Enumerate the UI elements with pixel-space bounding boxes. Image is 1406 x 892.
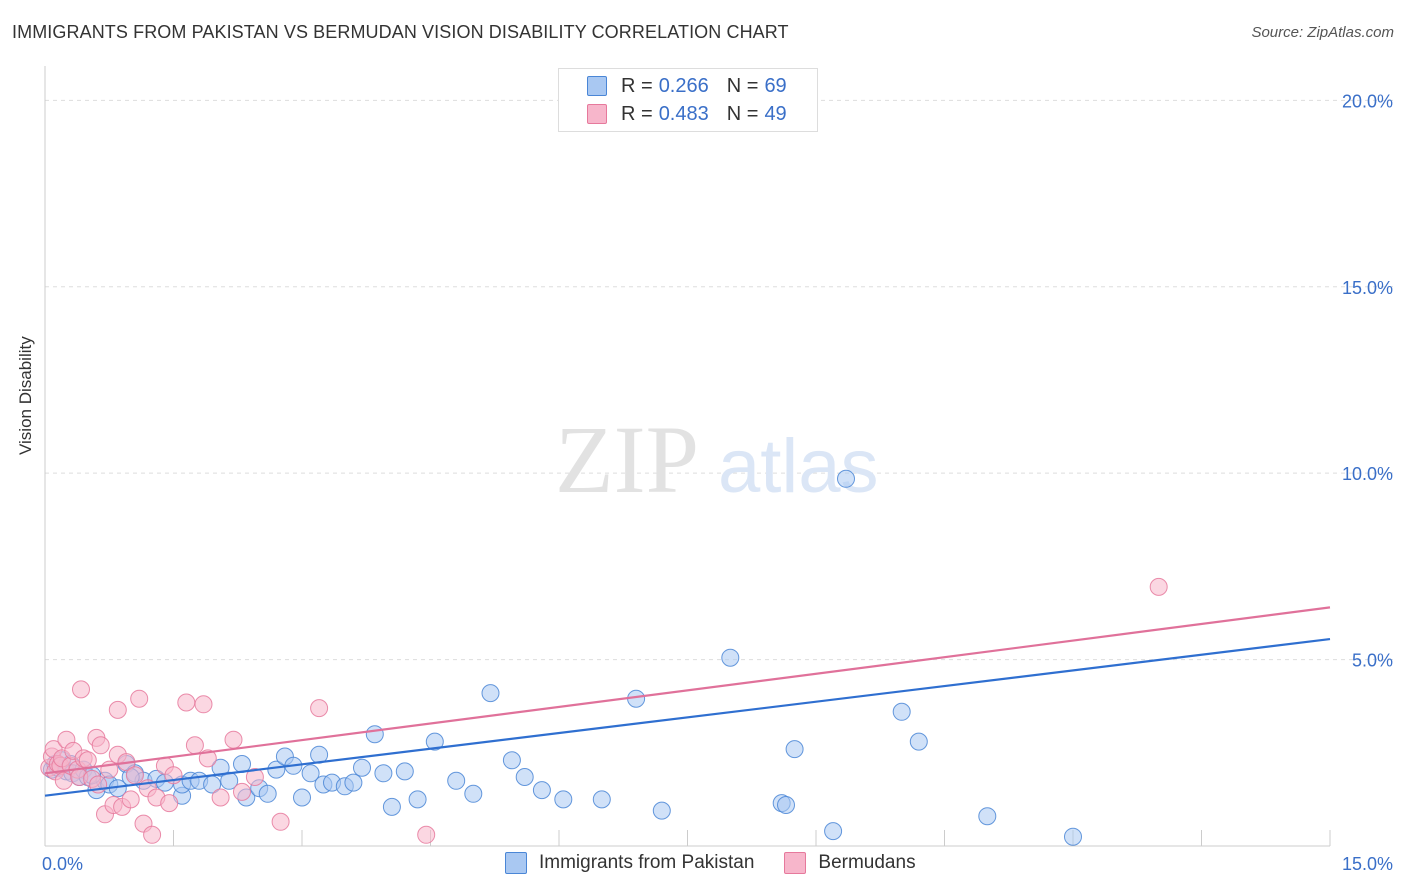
gridlines (45, 99, 1395, 661)
bermudan-point (198, 749, 217, 768)
legend: R = 0.266 N = 69 R = 0.483 N = 49 (558, 68, 818, 132)
pakistan-point (785, 740, 804, 759)
bermudan-point (130, 689, 149, 708)
pakistan-point (408, 790, 427, 809)
pakistan-trend-line (44, 637, 1331, 797)
series-swatch-pink (784, 852, 807, 874)
pakistan-point (1064, 827, 1082, 846)
bermudan-point (91, 736, 110, 755)
pakistan-point (425, 732, 444, 751)
pakistan-point (293, 788, 311, 807)
pakistan-point (464, 784, 483, 803)
y-tick-label: 15.0% (1342, 278, 1393, 298)
pakistan-point (515, 768, 534, 786)
legend-n-value: 69 (764, 74, 787, 97)
pakistan-point (374, 764, 393, 783)
bermudan-point (194, 695, 213, 714)
pakistan-point (824, 822, 843, 841)
watermark-atlas: atlas (718, 424, 879, 509)
bermudan-point (121, 790, 140, 809)
pakistan-point (211, 758, 230, 777)
bermudan-point (245, 768, 264, 786)
legend-r-label: R = (621, 74, 653, 97)
pakistan-point (532, 781, 551, 800)
pakistan-point (502, 751, 521, 770)
legend-r-value: 0.483 (658, 102, 709, 125)
pakistan-point (837, 469, 855, 488)
series-legend-pakistan: Immigrants from Pakistan (505, 852, 754, 874)
pakistan-point (258, 784, 277, 803)
bermudan-point (108, 700, 127, 719)
bermudan-point (224, 730, 243, 749)
legend-row-pakistan: R = 0.266 N = 69 (587, 73, 787, 99)
legend-r-label: R = (621, 102, 653, 125)
x-tick-label: 0.0% (42, 854, 83, 874)
bermudan-trend-line (44, 606, 1331, 775)
pakistan-point (777, 796, 795, 814)
pakistan-point (721, 648, 740, 667)
series-legend: Immigrants from Pakistan Bermudans (505, 852, 946, 874)
tick-labels: 5.0% 10.0% 15.0% 20.0% 0.0% 15.0% (42, 91, 1393, 874)
pakistan-point (395, 762, 414, 781)
watermark-zip: ZIP (555, 406, 699, 513)
bermudan-point (211, 788, 230, 807)
pakistan-point (481, 684, 500, 703)
pakistan-point (353, 758, 371, 777)
legend-n-label: N = (726, 102, 759, 125)
series-label-bermudans: Bermudans (818, 852, 916, 873)
x-tick-label: 15.0% (1342, 854, 1393, 874)
y-tick-label: 20.0% (1342, 91, 1393, 111)
bermudan-point (125, 766, 144, 785)
series-legend-bermudans: Bermudans (784, 852, 916, 874)
bermudan-point (310, 699, 329, 718)
bermudan-point (177, 693, 196, 712)
bermudan-point (160, 794, 179, 813)
bermudan-point (143, 825, 162, 844)
pakistan-point (909, 732, 928, 751)
legend-n-label: N = (726, 74, 759, 97)
legend-swatch-blue (587, 76, 607, 96)
bermudan-point (271, 812, 290, 831)
series-swatch-blue (505, 852, 527, 874)
pakistan-point (344, 773, 363, 792)
bermudan-point (233, 782, 251, 801)
bermudan-point (417, 825, 436, 844)
pakistan-point (892, 702, 911, 721)
legend-n-value: 49 (764, 102, 787, 125)
chart-title: IMMIGRANTS FROM PAKISTAN VS BERMUDAN VIS… (12, 22, 789, 42)
bermudan-point (185, 736, 204, 755)
pakistan-point (978, 807, 997, 826)
pakistan-point (301, 764, 320, 783)
pakistan-point (365, 725, 384, 744)
pakistan-point (652, 801, 671, 820)
legend-r-value: 0.266 (658, 74, 709, 97)
pakistan-point (592, 790, 611, 809)
y-axis-label: Vision Disability (16, 336, 35, 455)
axes (44, 66, 1331, 847)
legend-row-bermudans: R = 0.483 N = 49 (587, 101, 787, 127)
series-label-pakistan: Immigrants from Pakistan (539, 852, 755, 873)
pakistan-point (554, 790, 573, 809)
source-label: Source: ZipAtlas.com (1251, 24, 1394, 41)
trend-lines (44, 606, 1331, 797)
watermark: ZIP atlas (555, 406, 879, 513)
y-tick-label: 10.0% (1342, 464, 1393, 484)
bermudan-point (72, 680, 90, 699)
bermudan-point (54, 771, 73, 790)
legend-swatch-pink (587, 104, 607, 124)
pakistan-point (447, 771, 466, 790)
bermudan-point (1149, 577, 1168, 596)
pakistan-point (382, 797, 401, 816)
data-points (40, 469, 1168, 846)
y-tick-label: 5.0% (1352, 651, 1393, 671)
